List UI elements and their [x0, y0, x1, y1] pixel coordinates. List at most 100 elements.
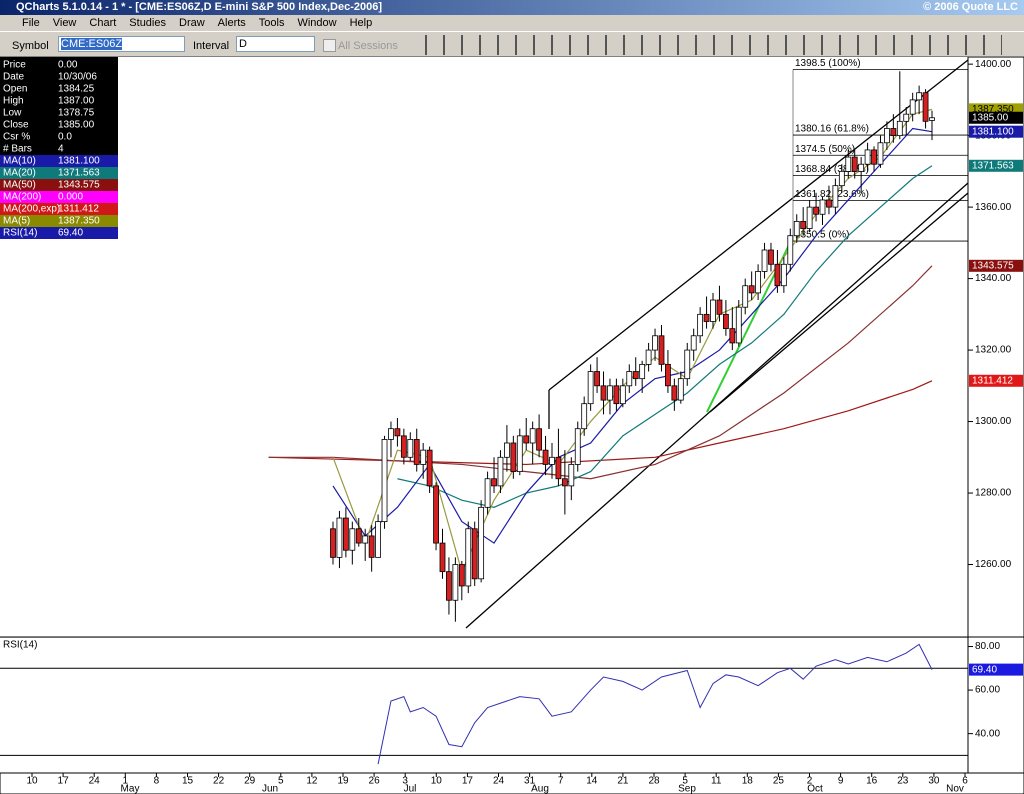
candle-body	[645, 349, 652, 365]
price-tag-label: 1381.100	[972, 126, 1014, 137]
candle-body	[832, 185, 839, 208]
candle-body	[394, 428, 401, 437]
drawing-tools[interactable]	[422, 35, 1002, 55]
candle-body	[787, 235, 794, 265]
candle-body	[458, 564, 465, 587]
candle-body	[768, 249, 774, 265]
data-value: 1387.350	[58, 216, 100, 227]
menu-bar: File View Chart Studies Draw Alerts Tools Windo…	[0, 15, 1024, 31]
candle-body	[349, 528, 356, 551]
y-tick-label: 1280.00	[975, 488, 1012, 499]
date-label: 17	[58, 776, 70, 787]
candle-body	[871, 149, 877, 165]
symbol-input[interactable]: CME:ES06Z	[58, 36, 185, 52]
date-label: 10	[26, 776, 38, 787]
candle-body	[793, 221, 800, 237]
candle-body	[523, 435, 530, 444]
candle-body	[697, 313, 704, 337]
data-value: 1343.575	[58, 180, 100, 191]
menu-item[interactable]: Tools	[258, 17, 285, 29]
candle-body	[903, 113, 910, 122]
candle-body	[388, 428, 394, 440]
date-label: 5	[682, 776, 688, 787]
data-row-bg	[0, 227, 118, 239]
candle-body	[484, 478, 491, 508]
date-label: 1	[123, 776, 129, 787]
menu-item[interactable]: Help	[349, 17, 373, 29]
candle-body	[690, 335, 697, 351]
candle-body	[780, 263, 787, 287]
fib-label: 1398.5 (100%)	[795, 58, 861, 69]
data-value: 0.0	[58, 132, 72, 143]
candle-body	[890, 128, 897, 137]
interval-value: D	[239, 38, 247, 50]
candle-body	[426, 449, 433, 487]
date-label: 9	[838, 776, 844, 787]
copyright: © 2006 Quote LLC	[923, 1, 1018, 13]
data-label: High	[3, 96, 24, 107]
right-axis	[967, 57, 1024, 774]
sessions-checkbox[interactable]	[323, 39, 336, 52]
title-bar: QCharts 5.1.0.14 - 1 * - [CME:ES06Z,D E-…	[0, 0, 1024, 15]
candle-body	[446, 571, 452, 601]
price-tag	[969, 159, 1023, 172]
data-value: 4	[58, 144, 64, 155]
candle-body	[439, 542, 446, 573]
date-label: 10	[431, 776, 443, 787]
rsi-tag	[969, 663, 1023, 676]
date-label: 19	[337, 776, 349, 787]
candle-body	[632, 371, 639, 380]
month-label: May	[121, 784, 140, 794]
menu-item[interactable]: Studies	[129, 17, 166, 29]
candle-body	[916, 92, 923, 101]
menu-item[interactable]: Alerts	[217, 17, 246, 29]
data-value: 1387.00	[58, 96, 95, 107]
data-label: MA(50)	[3, 180, 36, 191]
menu-item[interactable]: View	[52, 17, 77, 29]
menu-item[interactable]: Window	[297, 17, 337, 29]
fib-label: 1361.82 (23.6%)	[795, 189, 869, 200]
candle-body	[510, 442, 517, 472]
price-tag-label: 1385.00	[972, 112, 1009, 123]
data-label: MA(10)	[3, 156, 36, 167]
data-label: MA(200)	[3, 192, 41, 203]
candle-body	[420, 449, 427, 465]
candle-body	[703, 313, 710, 322]
y-tick-label: 1300.00	[975, 416, 1012, 427]
candle-body	[877, 142, 884, 165]
symbol-label: Symbol	[12, 40, 49, 52]
rsi-tick-label: 40.00	[975, 728, 1000, 739]
date-label: 14	[586, 776, 598, 787]
price-tag	[969, 374, 1023, 387]
data-label: MA(5)	[3, 216, 30, 227]
candle-body	[433, 485, 439, 544]
rsi-tick-label: 60.00	[975, 685, 1000, 696]
candle-body	[355, 528, 362, 544]
candle-body	[716, 299, 723, 315]
candle-body	[626, 371, 633, 387]
date-label: 23	[897, 776, 909, 787]
price-tag	[969, 111, 1023, 124]
candle-body	[413, 439, 420, 465]
candle-body	[652, 335, 658, 351]
menu-item[interactable]: Chart	[89, 17, 117, 29]
data-label: MA(20)	[3, 168, 36, 179]
candle-body	[581, 403, 588, 430]
rsi-panel	[0, 638, 968, 773]
candle-body	[813, 206, 819, 215]
candle-body	[452, 564, 459, 601]
date-label: 17	[462, 776, 474, 787]
interval-input[interactable]: D	[236, 36, 315, 52]
candle-body	[858, 163, 865, 172]
ma-line	[268, 380, 933, 466]
symbol-value: CME:ES06Z	[61, 38, 123, 50]
date-label: 21	[617, 776, 629, 787]
date-label: 24	[89, 776, 101, 787]
data-row-bg	[0, 203, 118, 215]
candle-body	[909, 99, 916, 115]
date-label: 30	[928, 776, 940, 787]
candle-body	[755, 271, 761, 294]
menu-item[interactable]: File	[22, 17, 40, 29]
rsi-tag-label: 69.40	[972, 664, 997, 675]
menu-item[interactable]: Draw	[179, 17, 205, 29]
